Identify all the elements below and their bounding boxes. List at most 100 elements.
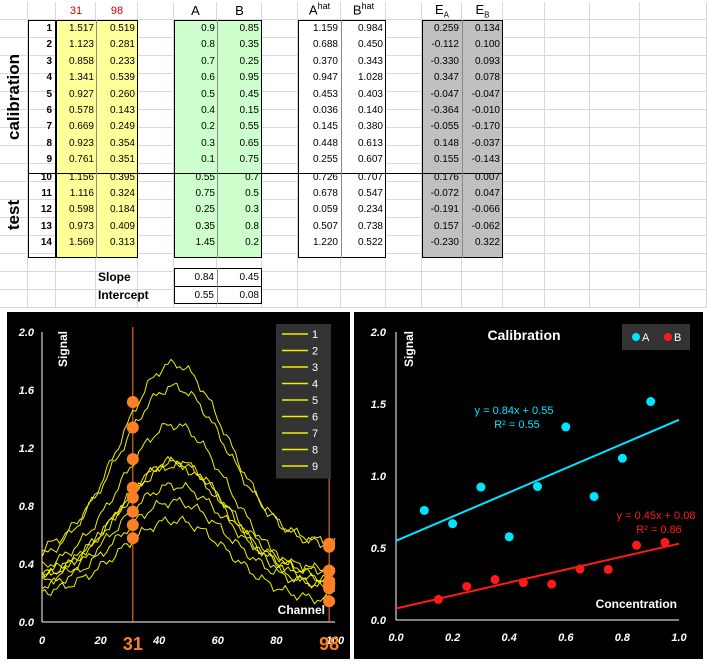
signal-98-cell[interactable]: 0.143: [109, 105, 135, 116]
eb-cell[interactable]: 0.047: [474, 188, 500, 199]
sheet-cell[interactable]: [28, 2, 56, 20]
sheet-cell[interactable]: [138, 200, 174, 218]
sheet-cell[interactable]: [503, 200, 545, 218]
conc-b-cell[interactable]: 0.7: [245, 171, 259, 183]
sheet-cell[interactable]: [545, 182, 590, 200]
signal-31-cell[interactable]: 1.123: [68, 39, 94, 51]
sheet-cell[interactable]: [298, 2, 341, 20]
eb-cell[interactable]: 0.007: [474, 171, 500, 183]
slope-a[interactable]: 0.84: [194, 272, 214, 283]
sheet-cell[interactable]: [138, 146, 174, 164]
sheet-cell[interactable]: [138, 182, 174, 200]
sheet-cell[interactable]: [341, 272, 386, 290]
bhat-cell[interactable]: 0.613: [357, 137, 383, 149]
sheet-cell[interactable]: [503, 218, 545, 236]
signal-block[interactable]: [56, 20, 138, 258]
sheet-cell[interactable]: [262, 272, 298, 290]
sheet-cell[interactable]: [640, 272, 707, 290]
sheet-cell[interactable]: [262, 218, 298, 236]
eb-cell[interactable]: 0.322: [474, 237, 500, 249]
conc-a-cell[interactable]: 0.7: [201, 55, 215, 67]
signal-31-cell[interactable]: 1.569: [68, 237, 94, 249]
sheet-cell[interactable]: [503, 110, 545, 128]
eb-cell[interactable]: -0.170: [471, 121, 500, 133]
sheet-cell[interactable]: [386, 182, 422, 200]
sheet-cell[interactable]: [545, 20, 590, 38]
sheet-cell[interactable]: [0, 236, 28, 254]
sheet-cell[interactable]: [386, 254, 422, 272]
sheet-cell[interactable]: [640, 254, 707, 272]
signal-98-cell[interactable]: 0.351: [109, 154, 135, 166]
sheet-cell[interactable]: [590, 2, 640, 20]
sheet-cell[interactable]: [138, 236, 174, 254]
concentration-block[interactable]: [174, 20, 262, 258]
sheet-cell[interactable]: [138, 2, 174, 20]
sheet-cell[interactable]: [0, 272, 28, 290]
signal-31-cell[interactable]: 0.973: [68, 220, 94, 232]
sheet-cell[interactable]: [56, 290, 96, 308]
sheet-cell[interactable]: [386, 110, 422, 128]
conc-b-cell[interactable]: 0.55: [239, 121, 259, 133]
sheet-cell[interactable]: [503, 236, 545, 254]
sheet-cell[interactable]: [590, 110, 640, 128]
sheet-cell[interactable]: [28, 254, 56, 272]
sheet-cell[interactable]: [503, 146, 545, 164]
eb-cell[interactable]: -0.066: [471, 204, 500, 216]
signal-98-cell[interactable]: 0.519: [109, 23, 135, 34]
sheet-cell[interactable]: [640, 38, 707, 56]
sheet-cell[interactable]: [0, 92, 28, 110]
conc-b-cell[interactable]: 0.25: [239, 55, 259, 67]
sheet-cell[interactable]: [262, 200, 298, 218]
bhat-cell[interactable]: 0.343: [357, 55, 383, 67]
conc-a-cell[interactable]: 0.1: [201, 154, 215, 166]
sheet-cell[interactable]: [590, 20, 640, 38]
sheet-cell[interactable]: [545, 74, 590, 92]
conc-b-cell[interactable]: 0.35: [239, 39, 259, 51]
sheet-cell[interactable]: [640, 92, 707, 110]
signal-31-cell[interactable]: 1.341: [68, 72, 94, 84]
conc-a-cell[interactable]: 0.5: [201, 88, 215, 100]
sheet-cell[interactable]: [640, 110, 707, 128]
eb-cell[interactable]: -0.037: [471, 137, 500, 149]
sheet-cell[interactable]: [138, 92, 174, 110]
sheet-cell[interactable]: [590, 92, 640, 110]
conc-a-cell[interactable]: 0.35: [195, 220, 215, 232]
sheet-cell[interactable]: [262, 110, 298, 128]
sheet-cell[interactable]: [138, 110, 174, 128]
bhat-cell[interactable]: 0.522: [357, 237, 383, 249]
ea-cell[interactable]: 0.148: [433, 137, 459, 149]
signal-98-cell[interactable]: 0.260: [109, 88, 135, 100]
intercept-a[interactable]: 0.55: [194, 290, 214, 301]
sheet-cell[interactable]: [262, 20, 298, 38]
sheet-cell[interactable]: [0, 254, 28, 272]
ahat-cell[interactable]: 0.726: [312, 171, 338, 183]
sheet-cell[interactable]: [590, 38, 640, 56]
bhat-cell[interactable]: 0.984: [357, 23, 383, 34]
conc-b-cell[interactable]: 0.3: [245, 204, 259, 216]
sheet-cell[interactable]: [590, 56, 640, 74]
ea-cell[interactable]: -0.112: [431, 39, 459, 51]
sheet-cell[interactable]: [96, 254, 138, 272]
ahat-cell[interactable]: 1.220: [312, 237, 338, 249]
sheet-cell[interactable]: [545, 56, 590, 74]
sheet-cell[interactable]: [262, 128, 298, 146]
sheet-cell[interactable]: [462, 272, 503, 290]
sheet-cell[interactable]: [545, 2, 590, 20]
sheet-cell[interactable]: [590, 254, 640, 272]
ea-cell[interactable]: -0.055: [430, 121, 459, 133]
sheet-cell[interactable]: [545, 128, 590, 146]
sheet-cell[interactable]: [386, 38, 422, 56]
conc-a-cell[interactable]: 1.45: [195, 237, 215, 249]
sheet-cell[interactable]: [590, 272, 640, 290]
ahat-cell[interactable]: 1.159: [312, 23, 338, 34]
sheet-cell[interactable]: [386, 236, 422, 254]
sheet-cell[interactable]: [298, 272, 341, 290]
signal-31-cell[interactable]: 1.156: [68, 171, 94, 183]
sheet-cell[interactable]: [640, 2, 707, 20]
ea-cell[interactable]: -0.330: [430, 55, 459, 67]
sheet-cell[interactable]: [545, 218, 590, 236]
sheet-cell[interactable]: [0, 218, 28, 236]
sheet-cell[interactable]: [503, 38, 545, 56]
sheet-cell[interactable]: [0, 146, 28, 164]
ea-cell[interactable]: -0.364: [430, 105, 459, 116]
